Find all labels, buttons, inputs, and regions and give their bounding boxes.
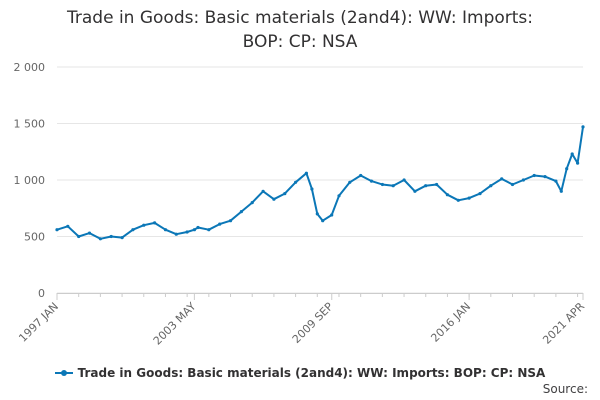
data-point[interactable] [153,221,157,225]
data-point[interactable] [109,234,113,239]
chart-title-line-2: BOP: CP: NSA [242,32,358,52]
data-point[interactable] [478,192,482,196]
data-point[interactable] [565,167,569,171]
data-point[interactable] [207,228,211,232]
series [55,125,585,241]
data-point[interactable] [250,201,254,205]
data-point[interactable] [310,187,314,191]
data-point[interactable] [294,180,298,184]
data-point[interactable] [55,228,59,232]
series-line [56,126,584,240]
data-point[interactable] [521,178,526,182]
data-point[interactable] [435,182,439,187]
data-point[interactable] [559,189,563,193]
data-point[interactable] [456,198,460,202]
data-point[interactable] [192,228,196,232]
data-point[interactable] [359,173,363,178]
data-point[interactable] [142,223,146,227]
y-tick-label: 500 [24,231,45,244]
source-label: Source: [542,382,588,396]
data-point[interactable] [330,213,334,217]
x-tick-label: 2003 MAY [151,300,199,348]
x-tick-label: 1997 JAN [16,300,61,345]
data-point[interactable] [98,237,102,241]
data-point[interactable] [283,192,287,196]
data-point[interactable] [272,197,276,201]
data-point[interactable] [261,189,265,193]
data-point[interactable] [413,189,417,193]
data-point[interactable] [321,219,325,223]
data-point[interactable] [348,180,352,184]
data-point[interactable] [304,171,308,175]
x-tick-label: 2021 APR [540,300,587,347]
data-point[interactable] [218,222,222,226]
data-point[interactable] [131,228,135,232]
y-tick-label: 1 000 [14,174,46,187]
data-point[interactable] [174,232,178,236]
data-point[interactable] [554,179,558,183]
data-point[interactable] [337,194,341,198]
data-point[interactable] [391,184,395,188]
data-point[interactable] [500,177,504,181]
data-point[interactable] [532,173,536,178]
x-axis: 1997 JAN 2003 MAY 2009 SEP 2016 JAN 2021 APR [16,293,587,348]
data-point[interactable] [576,161,580,165]
chart-title-line-1: Trade in Goods: Basic materials (2and4):… [67,8,533,28]
data-point[interactable] [402,178,406,182]
data-point[interactable] [66,224,70,228]
data-point[interactable] [315,212,319,216]
legend-swatch [54,368,73,378]
chart-title: Trade in Goods: Basic materials (2and4):… [20,6,580,54]
data-point[interactable] [196,225,200,230]
data-point[interactable] [239,210,243,214]
legend-label: Trade in Goods: Basic materials (2and4):… [77,366,546,380]
y-tick-label: 1 500 [14,118,46,131]
data-point[interactable] [510,182,515,187]
data-point[interactable] [185,230,189,234]
data-point[interactable] [489,184,493,188]
legend[interactable]: Trade in Goods: Basic materials (2and4):… [0,366,600,380]
data-point[interactable] [77,234,81,239]
data-point[interactable] [87,231,92,235]
data-point[interactable] [369,179,374,183]
data-point[interactable] [228,219,233,223]
data-point[interactable] [120,236,124,240]
x-tick-label: 2009 SEP [290,300,336,346]
data-point[interactable] [424,184,428,188]
y-tick-label: 2 000 [14,61,46,74]
data-point[interactable] [445,193,449,197]
data-point[interactable] [380,182,384,187]
data-point[interactable] [581,125,585,129]
data-point[interactable] [570,152,574,156]
data-point[interactable] [543,175,547,179]
x-tick-label: 2016 JAN [428,300,473,345]
y-axis: 0 500 1 000 1 500 2 000 [14,61,46,300]
data-point[interactable] [467,196,471,200]
y-tick-label: 0 [38,287,45,300]
data-point[interactable] [163,228,168,232]
